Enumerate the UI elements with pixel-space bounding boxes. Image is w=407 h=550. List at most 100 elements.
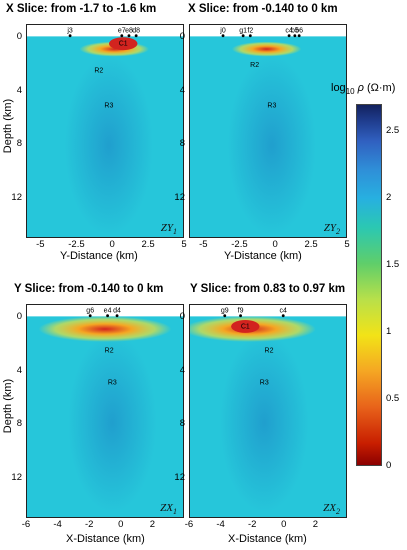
region-label: R3 (267, 102, 276, 109)
panel-corner-label: ZY2 (324, 222, 340, 236)
station-label: f9 (238, 307, 244, 314)
resistive-body (68, 332, 157, 513)
panel-4-title: Y Slice: from 0.83 to 0.97 km (190, 283, 346, 295)
panel-4-xlabel: X-Distance (km) (228, 533, 307, 545)
y-tick-label: 0 (179, 311, 185, 323)
station-label: f2 (247, 27, 253, 34)
y-tick-label: 4 (16, 84, 22, 96)
y-tick-label: 8 (16, 138, 22, 150)
x-tick-label: 5 (344, 239, 350, 250)
station-marker (68, 34, 72, 38)
heatmap-svg: g9 f9 c4 C1 R2 R3 ZX2 (190, 305, 346, 517)
resistive-body (220, 332, 309, 513)
station-marker (281, 314, 285, 318)
y-tick-label: 4 (16, 364, 22, 376)
station-marker (297, 34, 301, 38)
x-tick-label: -4 (216, 519, 225, 530)
air-strip (27, 305, 183, 317)
station-marker (241, 34, 245, 38)
x-tick-label: 2 (149, 519, 156, 530)
station-label: c4 (280, 307, 288, 314)
panel-3-xlabel: X-Distance (km) (66, 533, 145, 545)
colorbar-tick-label: 0.5 (386, 392, 400, 404)
station-marker (293, 34, 297, 38)
station-marker (239, 314, 242, 318)
station-label: d4 (113, 307, 121, 314)
station-marker (120, 34, 124, 38)
station-marker (287, 34, 291, 38)
conductive-layer (231, 41, 302, 57)
conductor-c1 (231, 319, 260, 333)
station-marker (88, 314, 92, 318)
station-marker (115, 314, 119, 318)
panel-4-plot: g9 f9 c4 C1 R2 R3 ZX2 (189, 304, 347, 518)
x-tick-label: -6 (21, 519, 31, 530)
panel-2-plot: j0 g1 f2 b5 c4 b6 R2 R3 ZY2 (189, 24, 347, 238)
colorbar-tick-label: 2.5 (386, 124, 400, 136)
station-label: e4 (104, 307, 112, 314)
panel-3-title: Y Slice: from -0.140 to 0 km (14, 283, 164, 295)
conductive-layer (38, 316, 172, 342)
region-label: R3 (104, 102, 113, 109)
station-label: g6 (86, 307, 94, 314)
x-tick-label: 0 (118, 519, 124, 530)
station-label: b5 (291, 27, 299, 34)
x-tick-label: 0 (109, 239, 115, 250)
y-tick-label: 12 (174, 471, 185, 483)
station-label: e7 (118, 27, 126, 34)
colorbar-tick-label: 0 (386, 460, 392, 471)
y-tick-label: 4 (179, 84, 185, 96)
region-label: R2 (105, 347, 114, 354)
y-tick-label: 12 (174, 191, 185, 203)
station-marker (223, 314, 227, 318)
colorbar-tick-label: 1 (386, 325, 392, 337)
x-tick-label: 0 (281, 519, 287, 530)
station-marker (221, 34, 225, 38)
resistive-body (227, 55, 317, 236)
x-tick-label: -2 (84, 519, 94, 530)
panel-2-xlabel: Y-Distance (km) (224, 250, 302, 262)
station-label: j3 (66, 27, 73, 34)
station-marker (134, 34, 138, 38)
panel-2-title: X Slice: from -0.140 to 0 km (188, 3, 338, 15)
station-label: g9 (221, 307, 229, 314)
station-label: b6 (295, 27, 303, 34)
resistive-body (64, 55, 154, 236)
region-label: R2 (265, 347, 274, 354)
x-tick-label: -6 (184, 519, 194, 530)
station-marker (127, 34, 131, 38)
station-marker (248, 34, 252, 38)
region-label: R3 (108, 380, 117, 387)
x-tick-label: -4 (53, 519, 62, 530)
x-tick-label: 2.5 (304, 239, 318, 250)
heatmap-svg: j3 e7 e8 d8 C1 R2 R3 ZY1 (27, 25, 183, 237)
x-tick-label: 2.5 (141, 239, 155, 250)
y-tick-label: 8 (16, 418, 22, 430)
air-strip (27, 25, 183, 37)
colorbar-tick-label: 1.5 (386, 258, 400, 270)
y-tick-label: 12 (11, 471, 22, 483)
x-tick-label: -2 (247, 519, 257, 530)
colorbar (356, 104, 382, 466)
station-label: e8 (125, 27, 133, 34)
panel-corner-label: ZX1 (160, 502, 177, 516)
station-label: c4 (285, 27, 293, 34)
y-tick-label: 0 (16, 31, 22, 43)
region-label: R2 (250, 62, 259, 69)
y-tick-label: 12 (11, 191, 22, 203)
air-strip (190, 25, 346, 37)
panel-corner-label: ZX2 (323, 502, 340, 516)
panel-corner-label: ZY1 (161, 222, 177, 236)
heatmap-svg: g6 e4 d4 R2 R3 ZX1 (27, 305, 183, 517)
panel-1-xlabel: Y-Distance (km) (60, 250, 138, 262)
y-tick-label: 0 (179, 31, 185, 43)
x-tick-label: 0 (272, 239, 278, 250)
x-tick-label: -5 (36, 239, 45, 250)
station-marker (106, 314, 109, 318)
region-label: R2 (94, 67, 103, 74)
x-tick-label: 2 (312, 519, 319, 530)
x-tick-label: -2.5 (231, 239, 248, 250)
y-tick-label: 8 (179, 418, 185, 430)
x-tick-label: 5 (181, 239, 187, 250)
